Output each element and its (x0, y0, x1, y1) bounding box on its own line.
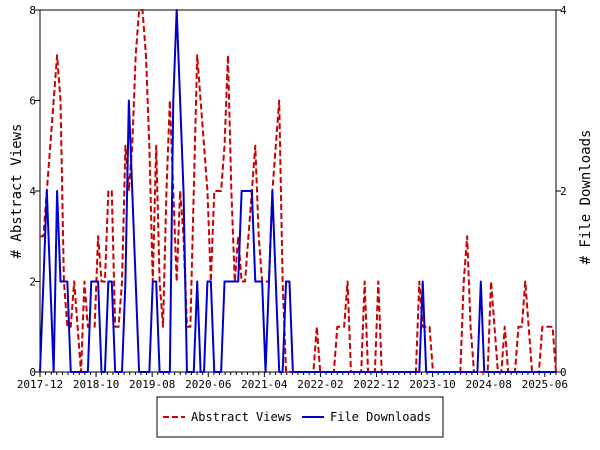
y-left-tick-label: 2 (29, 276, 36, 289)
x-tick-label: 2025-06 (522, 378, 568, 391)
y-left-tick-label: 6 (29, 95, 36, 108)
legend-label-abstract-views: Abstract Views (191, 410, 292, 424)
x-tick-label: 2022-12 (353, 378, 399, 391)
legend-box (156, 396, 444, 438)
x-tick-label: 2024-08 (466, 378, 512, 391)
y-left-tick-label: 4 (29, 185, 36, 198)
y-axis-left-title: # Abstract Views (9, 124, 25, 259)
y-axis-right-title: # File Downloads (578, 130, 594, 265)
series-line-abstract-views (40, 9, 557, 373)
series-layer (39, 9, 557, 373)
x-tick-label: 2023-10 (409, 378, 455, 391)
x-tick-label: 2017-12 (17, 378, 63, 391)
series-line-file-downloads (39, 9, 556, 373)
legend-label-file-downloads: File Downloads (330, 410, 431, 424)
y-axis-right: 0 2 4 (556, 4, 567, 379)
x-tick-label: 2022-02 (297, 378, 343, 391)
y-right-tick-label: 4 (560, 4, 567, 17)
y-right-tick-label: 2 (560, 185, 567, 198)
x-tick-label: 2021-04 (241, 378, 288, 391)
x-tick-label: 2020-06 (185, 378, 231, 391)
y-left-tick-label: 0 (29, 366, 36, 379)
x-tick-label: 2018-10 (73, 378, 119, 391)
y-right-tick-label: 0 (560, 366, 567, 379)
y-left-tick-label: 8 (29, 4, 36, 17)
legend: Abstract Views File Downloads (156, 396, 444, 438)
y-axis-left: 0 2 4 6 8 (29, 4, 40, 379)
x-tick-label: 2019-08 (129, 378, 175, 391)
x-axis: 2017-12 2018-10 2019-08 2020-06 2021-04 2022-… (17, 372, 568, 391)
